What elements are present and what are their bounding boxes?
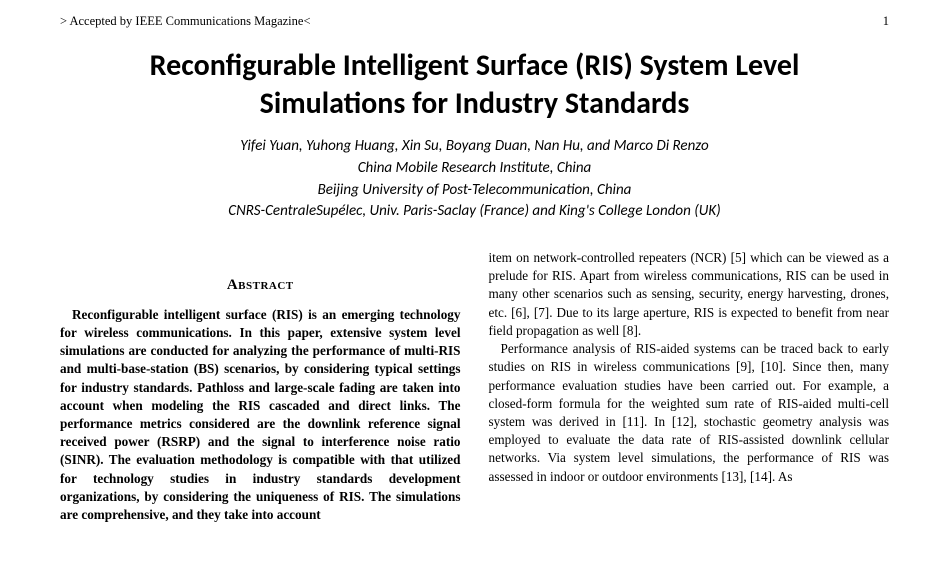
- abstract-text: Reconfigurable intelligent surface (RIS)…: [60, 306, 461, 525]
- affiliation-2: Beijing University of Post-Telecommunica…: [60, 180, 889, 202]
- page-number: 1: [883, 14, 889, 29]
- running-header: > Accepted by IEEE Communications Magazi…: [60, 14, 889, 29]
- left-column: Abstract Reconfigurable intelligent surf…: [60, 249, 461, 524]
- right-column: item on network-controlled repeaters (NC…: [489, 249, 890, 524]
- two-column-body: Abstract Reconfigurable intelligent surf…: [60, 249, 889, 524]
- abstract-heading: Abstract: [60, 275, 461, 296]
- body-paragraph-2: Performance analysis of RIS-aided system…: [489, 340, 890, 486]
- author-names: Yifei Yuan, Yuhong Huang, Xin Su, Boyang…: [60, 136, 889, 158]
- header-left: > Accepted by IEEE Communications Magazi…: [60, 14, 311, 29]
- paper-title: Reconfigurable Intelligent Surface (RIS)…: [85, 47, 865, 122]
- affiliation-3: CNRS-CentraleSupélec, Univ. Paris-Saclay…: [60, 201, 889, 223]
- affiliation-1: China Mobile Research Institute, China: [60, 158, 889, 180]
- author-block: Yifei Yuan, Yuhong Huang, Xin Su, Boyang…: [60, 136, 889, 223]
- body-paragraph-1: item on network-controlled repeaters (NC…: [489, 249, 890, 340]
